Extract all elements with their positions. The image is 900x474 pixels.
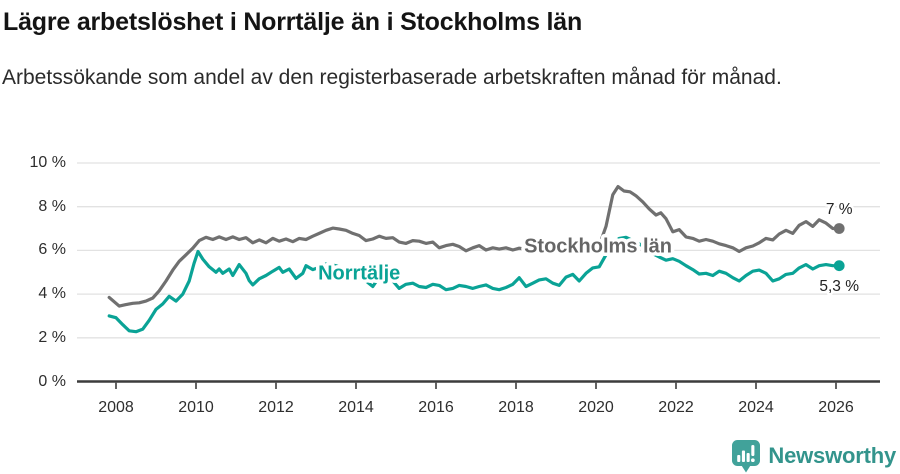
x-tick-label: 2014 — [338, 399, 374, 416]
x-tick-label: 2020 — [578, 399, 614, 416]
series-inline-label-norrt-lje: Norrtälje — [318, 262, 400, 284]
chart-title: Lägre arbetslöshet i Norrtälje än i Stoc… — [3, 8, 583, 36]
y-tick-label: 2 % — [38, 329, 66, 346]
bar-chart-speech-bubble-icon — [732, 440, 761, 473]
x-tick-label: 2022 — [658, 399, 694, 416]
y-tick-label: 6 % — [38, 241, 66, 258]
series-line-norrt-lje — [107, 235, 841, 334]
x-tick-label: 2024 — [738, 399, 774, 416]
x-tick-label: 2016 — [418, 399, 454, 416]
chart-subtitle: Arbetssökande som andel av den registerb… — [2, 66, 782, 89]
y-tick-label: 0 % — [38, 373, 66, 390]
end-value-label-norrt-lje: 5,3 % — [819, 278, 859, 295]
x-tick-label: 2008 — [98, 399, 134, 416]
y-tick-label: 4 % — [38, 285, 66, 302]
y-tick-label: 8 % — [38, 198, 66, 215]
end-value-label-stockholms-l-n: 7 % — [826, 201, 853, 218]
series-line-stockholms-l-n — [107, 185, 841, 308]
x-tick-label: 2010 — [178, 399, 214, 416]
x-tick-label: 2018 — [498, 399, 534, 416]
brand-name: Newsworthy — [768, 443, 896, 468]
series-end-dot-stockholms-l-n — [833, 223, 845, 234]
x-tick-label: 2012 — [258, 399, 294, 416]
y-tick-label: 10 % — [29, 154, 66, 171]
newsworthy-logo: Newsworthy — [731, 439, 896, 473]
series-end-dot-norrt-lje — [833, 260, 845, 272]
x-tick-label: 2026 — [818, 399, 854, 416]
series-inline-label-stockholms-l-n: Stockholms län — [524, 236, 672, 258]
chart-header: Lägre arbetslöshet i Norrtälje än i Stoc… — [0, 0, 900, 92]
